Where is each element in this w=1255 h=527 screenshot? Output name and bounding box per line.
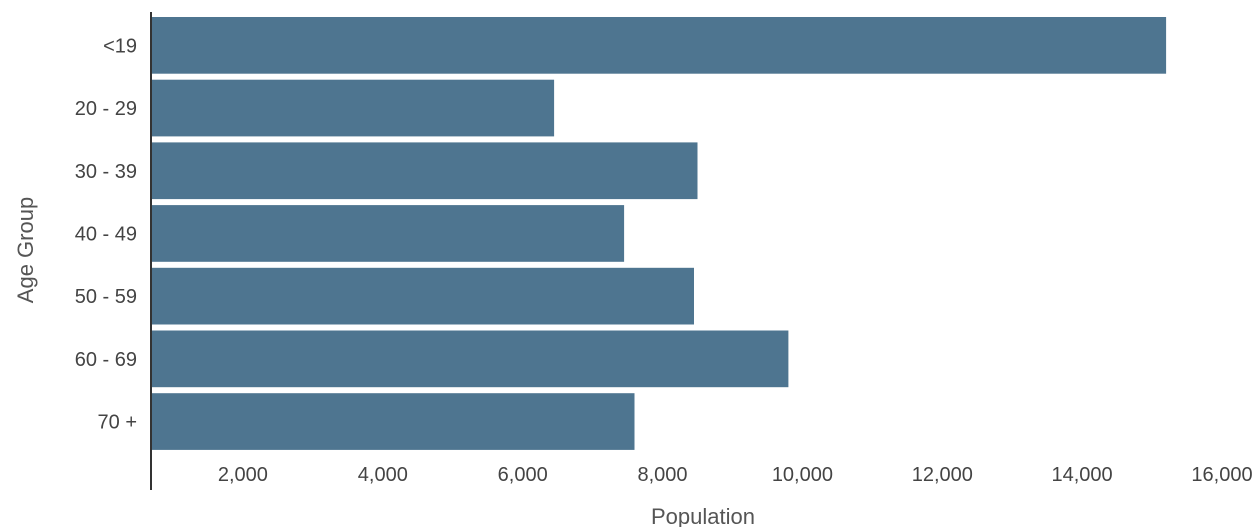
bar-3 xyxy=(152,205,625,262)
y-axis-title: Age Group xyxy=(13,197,38,303)
bars-group xyxy=(152,17,1167,450)
bar-5 xyxy=(152,330,789,388)
x-axis-title: Population xyxy=(651,504,755,527)
x-tick-label-3: 8,000 xyxy=(637,464,687,486)
y-tick-labels: <19 20 - 29 30 - 39 40 - 49 50 - 59 60 - 69 70… xyxy=(75,35,137,433)
bar-4 xyxy=(152,267,694,325)
bar-0 xyxy=(152,17,1167,74)
bar-6 xyxy=(152,393,635,450)
bar-2 xyxy=(152,142,698,200)
y-tick-label-6: 70 + xyxy=(98,412,137,434)
bar-1 xyxy=(152,79,555,137)
y-tick-label-0: <19 xyxy=(103,35,137,57)
y-tick-label-2: 30 - 39 xyxy=(75,161,137,183)
x-tick-label-2: 6,000 xyxy=(498,464,548,486)
x-tick-label-4: 10,000 xyxy=(772,464,833,486)
y-tick-label-3: 40 - 49 xyxy=(75,224,137,246)
y-tick-label-5: 60 - 69 xyxy=(75,349,137,371)
x-tick-label-7: 16,000 xyxy=(1191,464,1252,486)
x-tick-label-1: 4,000 xyxy=(358,464,408,486)
x-tick-labels: 2,000 4,000 6,000 8,000 10,000 12,000 14,000 16… xyxy=(218,464,1253,486)
x-tick-label-0: 2,000 xyxy=(218,464,268,486)
x-tick-label-6: 14,000 xyxy=(1052,464,1113,486)
y-tick-label-1: 20 - 29 xyxy=(75,98,137,120)
y-tick-label-4: 50 - 59 xyxy=(75,286,137,308)
x-tick-label-5: 12,000 xyxy=(912,464,973,486)
